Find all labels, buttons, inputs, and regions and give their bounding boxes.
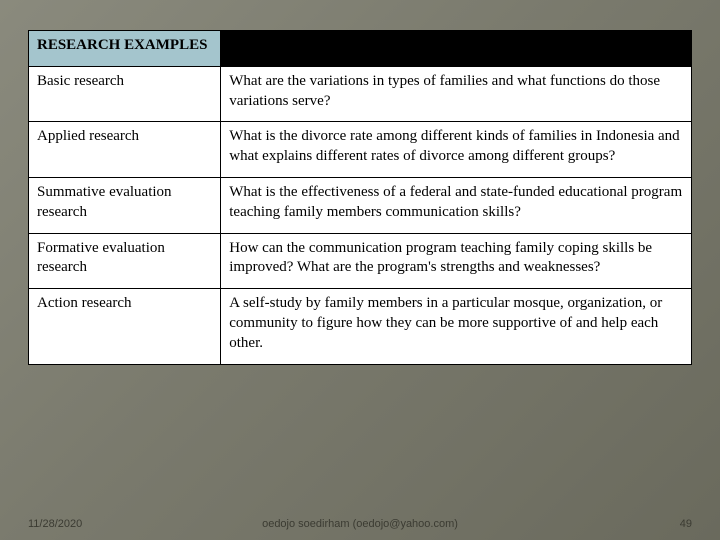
row-label: Summative evaluation research xyxy=(29,177,221,233)
table-row: Summative evaluation research What is th… xyxy=(29,177,692,233)
header-right xyxy=(221,31,692,67)
row-text: What is the effectiveness of a federal a… xyxy=(221,177,692,233)
row-label: Action research xyxy=(29,289,221,364)
footer-date: 11/28/2020 xyxy=(28,518,148,530)
row-label: Formative evaluation research xyxy=(29,233,221,289)
table-row: Action research A self-study by family m… xyxy=(29,289,692,364)
row-text: A self-study by family members in a part… xyxy=(221,289,692,364)
slide: RESEARCH EXAMPLES Basic research What ar… xyxy=(0,0,720,540)
footer-page-number: 49 xyxy=(572,518,692,530)
row-text: How can the communication program teachi… xyxy=(221,233,692,289)
row-label: Basic research xyxy=(29,66,221,122)
slide-footer: 11/28/2020 oedojo soedirham (oedojo@yaho… xyxy=(0,518,720,530)
research-examples-table: RESEARCH EXAMPLES Basic research What ar… xyxy=(28,30,692,365)
row-text: What are the variations in types of fami… xyxy=(221,66,692,122)
table-row: Applied research What is the divorce rat… xyxy=(29,122,692,178)
table-row: Formative evaluation research How can th… xyxy=(29,233,692,289)
table-row: Basic research What are the variations i… xyxy=(29,66,692,122)
footer-author: oedojo soedirham (oedojo@yahoo.com) xyxy=(148,518,572,530)
row-label: Applied research xyxy=(29,122,221,178)
header-left: RESEARCH EXAMPLES xyxy=(29,31,221,67)
table-header-row: RESEARCH EXAMPLES xyxy=(29,31,692,67)
row-text: What is the divorce rate among different… xyxy=(221,122,692,178)
